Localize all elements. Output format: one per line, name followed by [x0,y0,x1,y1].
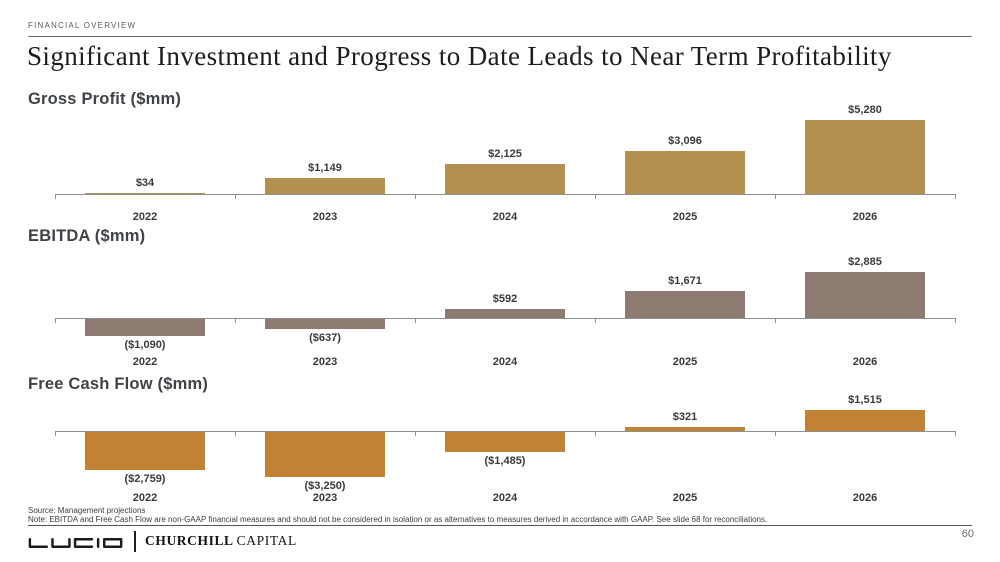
axis-tick [55,194,56,199]
churchill-logo-light: CAPITAL [236,533,297,548]
data-label-2025: $3,096 [668,135,702,147]
chart-title-free-cash-flow: Free Cash Flow ($mm) [28,375,209,393]
data-label-2024: $592 [492,293,518,305]
axis-tick [415,431,416,436]
x-axis-line [55,431,956,432]
data-label-2026: $1,515 [848,394,882,406]
x-axis-label: 2025 [672,356,698,368]
bar-2023 [265,319,385,329]
data-label-2022: ($1,090) [124,339,166,351]
axis-tick [595,318,596,323]
bar-2025 [625,151,745,194]
x-axis-label: 2024 [492,356,518,368]
source-note: Source: Management projections [28,506,146,515]
data-label-2026: $2,885 [848,256,882,268]
axis-tick [955,318,956,323]
data-label-2023: $1,149 [308,162,342,174]
data-label-2023: ($3,250) [304,480,346,492]
data-label-2025: $1,671 [668,275,702,287]
axis-tick [775,318,776,323]
data-label-2022: ($2,759) [124,473,166,485]
page-title: Significant Investment and Progress to D… [27,41,892,71]
logo-row: CHURCHILL CAPITAL [28,530,297,552]
x-axis-label: 2023 [312,356,338,368]
axis-tick [595,194,596,199]
bar-2023 [265,432,385,477]
bar-2026 [805,120,925,194]
bar-2026 [805,272,925,318]
x-axis-label: 2022 [132,356,158,368]
bar-2024 [445,164,565,194]
footer-rule [28,525,972,526]
header-rule [28,36,972,37]
data-label-2023: ($637) [309,332,341,344]
data-label-2026: $5,280 [848,104,882,116]
axis-tick [775,431,776,436]
data-label-2024: ($1,485) [484,455,526,467]
axis-tick [775,194,776,199]
x-axis-label: 2026 [852,356,878,368]
axis-tick [955,431,956,436]
x-axis-label: 2022 [132,492,158,504]
x-axis-labels-ebitda: 2022 2023 2024 2025 2026 [55,356,955,368]
bar-2023 [265,178,385,194]
axis-tick [235,194,236,199]
data-label-2024: $2,125 [488,148,522,160]
x-axis-label: 2023 [312,211,338,223]
bar-2026 [805,410,925,431]
axis-tick [595,431,596,436]
axis-tick [235,431,236,436]
bar-2022 [85,432,205,470]
x-axis-label: 2023 [312,492,338,504]
bar-2022 [85,193,205,194]
x-axis-label: 2026 [852,211,878,223]
x-axis-label: 2024 [492,492,518,504]
axis-tick [415,318,416,323]
logo-divider [134,530,136,552]
lucid-logo-icon [28,537,123,548]
chart-title-gross-profit: Gross Profit ($mm) [28,90,182,108]
churchill-capital-logo: CHURCHILL CAPITAL [145,533,297,549]
bar-2022 [85,319,205,336]
slide-eyebrow: FINANCIAL OVERVIEW [28,21,137,30]
x-axis-labels-gross-profit: 2022 2023 2024 2025 2026 [55,211,955,223]
data-label-2022: $34 [135,177,155,189]
bar-2024 [445,432,565,452]
axis-tick [55,318,56,323]
x-axis-label: 2022 [132,211,158,223]
x-axis-label: 2026 [852,492,878,504]
gaap-note: Note: EBITDA and Free Cash Flow are non-… [28,515,768,524]
bar-2024 [445,309,565,318]
x-axis-label: 2024 [492,211,518,223]
data-label-2025: $321 [672,411,698,423]
x-axis-line [55,318,956,319]
x-axis-line [55,194,956,195]
x-axis-label: 2025 [672,211,698,223]
axis-tick [415,194,416,199]
bar-2025 [625,291,745,318]
churchill-logo-bold: CHURCHILL [145,533,234,548]
page-number: 60 [961,528,974,540]
axis-tick [955,194,956,199]
chart-title-ebitda: EBITDA ($mm) [28,227,146,245]
x-axis-labels-free-cash-flow: 2022 2023 2024 2025 2026 [55,492,955,504]
bar-2025 [625,427,745,431]
axis-tick [235,318,236,323]
x-axis-label: 2025 [672,492,698,504]
axis-tick [55,431,56,436]
